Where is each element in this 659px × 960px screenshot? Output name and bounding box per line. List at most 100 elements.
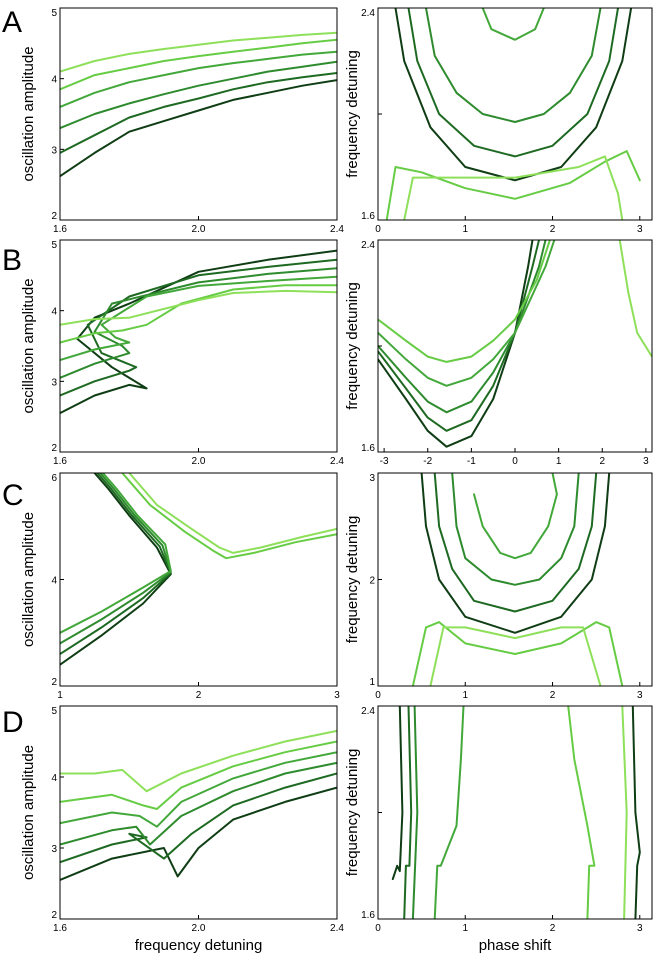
x-tick-label: 0 (512, 456, 518, 467)
y-axis-label: frequency detuning (344, 282, 361, 410)
x-tick-label: 0 (375, 690, 381, 701)
y-tick-label: 5 (51, 8, 57, 19)
y-tick-label: 2 (51, 211, 57, 222)
series-line-4 (60, 473, 172, 634)
series-line-3 (60, 267, 337, 379)
y-axis-label: oscillation amplitude (20, 745, 37, 880)
y-tick-label: 2 (51, 677, 57, 688)
series-line-2 (60, 72, 337, 154)
series-line-2 (403, 706, 413, 919)
series-line-4 (473, 473, 558, 560)
x-tick-label: 1.6 (53, 923, 67, 934)
y-tick-label: 5 (51, 706, 57, 717)
series-line-3 (60, 761, 337, 846)
y-axis-label: frequency detuning (344, 749, 361, 877)
series-line-6 (60, 289, 337, 326)
series-line-6 (403, 155, 624, 220)
y-tick-label: 3 (51, 844, 57, 855)
series-line-5 (60, 284, 337, 344)
y-axis-label: frequency detuning (344, 50, 361, 178)
x-axis-label: phase shift (479, 937, 552, 954)
chart-D-right: 0 1 2 3 1.6 2.4 frequency detuning phase shift (344, 705, 653, 954)
series-line-4 (481, 8, 545, 41)
y-tick-label: 3 (369, 473, 375, 484)
x-tick-label: 3 (637, 224, 643, 235)
x-tick-label: 2.0 (192, 923, 206, 934)
series-line-5 (60, 740, 337, 810)
y-tick-label: 2 (51, 443, 57, 454)
series-line-1 (60, 79, 337, 178)
x-tick-label: 1 (462, 224, 468, 235)
x-tick-label: -2 (423, 456, 432, 467)
x-tick-label: 2.4 (330, 456, 344, 467)
x-tick-label: 2 (550, 690, 556, 701)
chart-B-right: -3 -2 -1 0 1 2 3 1.6 2.4 frequency detuning (344, 239, 653, 467)
chart-A-left: 1.6 2.0 2.4 2 3 4 5 oscillation amplitude (20, 7, 344, 235)
plot-frame (59, 472, 338, 687)
y-tick-label: 4 (51, 773, 57, 784)
x-tick-label: 3 (637, 690, 643, 701)
series-line-2 (60, 473, 172, 655)
panel-letter-a: A (2, 6, 22, 39)
x-tick-label: 2.4 (330, 224, 344, 235)
panel-letter-b: B (2, 244, 22, 277)
series-line-5 (385, 150, 641, 220)
series-line-3 (60, 473, 172, 645)
series-line-3 (425, 8, 602, 123)
series-group (60, 31, 337, 178)
y-tick-label: 2 (369, 576, 375, 587)
plot-frame (59, 7, 338, 221)
series-line-3 (451, 473, 580, 586)
series-line-6 (60, 729, 337, 793)
chart-D-left: 1.6 2.0 2.4 2 3 4 5 oscillation amplitude freque… (20, 705, 344, 954)
series-group (60, 473, 337, 666)
y-axis-label: oscillation amplitude (20, 46, 37, 181)
series-line-6 (429, 626, 602, 686)
x-tick-label: 1 (57, 690, 63, 701)
y-tick-label: 1.6 (361, 211, 375, 222)
series-line-5 (60, 38, 337, 91)
y-tick-label: 6 (51, 473, 57, 484)
series-line-5 (567, 706, 596, 919)
series-line-4 (60, 50, 337, 108)
series-line-1 (391, 706, 404, 881)
y-tick-label: 5 (51, 240, 57, 251)
series-line-4 (60, 751, 337, 828)
series-line-6 (618, 240, 652, 358)
x-tick-label: 3 (334, 690, 340, 701)
series-line-1 (420, 473, 611, 634)
series-line-6 (128, 473, 337, 554)
y-tick-label: 4 (51, 307, 57, 318)
y-tick-label: 2.4 (361, 8, 375, 19)
series-line-2 (407, 8, 619, 158)
y-tick-label: 2.4 (361, 240, 375, 251)
x-tick-label: 0 (375, 224, 381, 235)
series-group (385, 8, 641, 220)
series-line-5 (378, 240, 551, 363)
x-tick-label: 2 (599, 456, 605, 467)
x-tick-label: 1 (462, 690, 468, 701)
x-tick-label: 0 (375, 923, 381, 934)
x-tick-label: 2.4 (330, 923, 344, 934)
series-line-2 (378, 240, 540, 432)
x-tick-label: 3 (637, 923, 643, 934)
x-tick-label: 2 (550, 224, 556, 235)
plot-frame (377, 705, 653, 920)
series-line-4 (60, 275, 337, 362)
series-line-6 (60, 31, 337, 73)
y-axis-label: frequency detuning (344, 516, 361, 644)
x-tick-label: 2.0 (192, 224, 206, 235)
series-line-4 (433, 706, 465, 919)
series-line-3 (378, 240, 547, 414)
series-line-3 (60, 60, 337, 130)
series-line-1 (378, 240, 534, 448)
x-tick-label: -1 (467, 456, 476, 467)
y-tick-label: 1.6 (361, 910, 375, 921)
x-tick-label: 2 (550, 923, 556, 934)
y-tick-label: 4 (51, 75, 57, 86)
series-line-3 (411, 706, 419, 919)
x-tick-label: 1.6 (53, 224, 67, 235)
